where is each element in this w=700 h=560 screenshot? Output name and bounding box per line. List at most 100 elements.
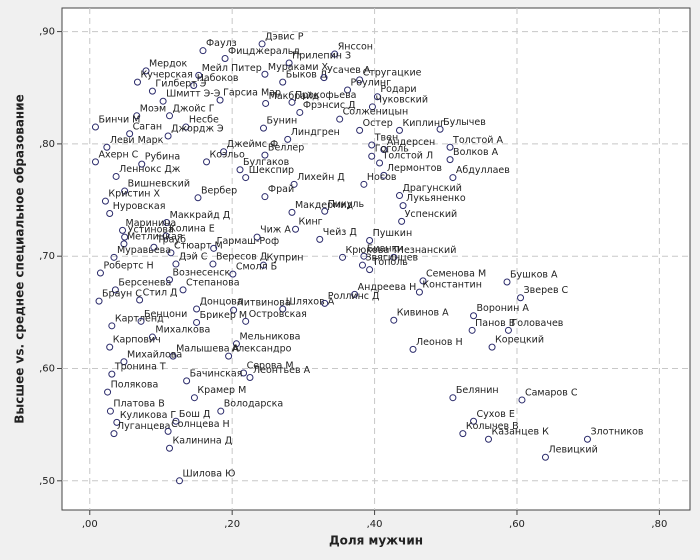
point [316, 235, 324, 243]
point-label: Лихейн Д [297, 172, 345, 183]
point [172, 417, 180, 425]
point-label: Шекспир [249, 165, 294, 176]
point [360, 180, 368, 188]
point-label: Смолл Б [236, 262, 277, 273]
point-label: Мураками Х [268, 62, 329, 73]
x-tick-label: ,00 [82, 519, 98, 530]
point-label: Макдермид [295, 200, 354, 211]
point-label: Серова М [247, 360, 294, 371]
point [583, 435, 591, 443]
point-label: Константин [422, 280, 481, 291]
point-label: Солнцева Н [171, 419, 230, 430]
y-tick-label: ,50 [39, 476, 55, 487]
point [260, 124, 268, 132]
point-label: Твен [374, 133, 398, 144]
point-label: Веллер [268, 143, 304, 154]
point-label: Вишневский [128, 179, 190, 190]
point [110, 253, 118, 261]
point-label: Луганцева [117, 421, 171, 432]
point-label: Андерсен [387, 137, 435, 148]
point [230, 306, 238, 314]
point-label: Муравьева [117, 245, 171, 256]
point-label: Несбе [189, 115, 219, 126]
point-label: Браун С [102, 289, 142, 300]
point [390, 253, 398, 261]
point [368, 103, 376, 111]
x-axis-title: Доля мужчин [329, 534, 423, 548]
point [113, 418, 121, 426]
point-label: Фаулз [206, 38, 237, 49]
point [110, 430, 118, 438]
point [232, 340, 240, 348]
point-label: Михайлова [127, 349, 182, 360]
point [106, 407, 114, 415]
point-label: Вербер [201, 185, 237, 196]
point [126, 130, 134, 138]
point [137, 317, 145, 325]
point-label: Усачев А [327, 65, 371, 76]
point-label: Шляхов А [286, 296, 335, 307]
point-label: Платова В [113, 399, 164, 410]
point [166, 112, 174, 120]
point [108, 322, 116, 330]
point-label: Панов В [475, 318, 515, 329]
point-label: Мейл Питер [202, 63, 262, 74]
point-label: Метлицкая [127, 231, 183, 242]
point-label: Саган [133, 121, 162, 132]
point-label: Бенцони [144, 309, 187, 320]
point-label: Незнанский [397, 245, 457, 256]
point-label: Быков Д [286, 70, 328, 81]
point-label: Сухов Е [477, 409, 515, 420]
point-label: Вересов Д [216, 252, 267, 263]
point [390, 316, 398, 324]
point-label: Михалкова [155, 325, 210, 336]
point-label: Крамер М [197, 385, 246, 396]
point-label: Устинова [128, 225, 174, 236]
y-tick-label: ,60 [39, 363, 55, 374]
point [503, 278, 511, 286]
point-label: Полякова [111, 380, 159, 391]
plot-area [61, 7, 691, 511]
point-label: Ахерн С [98, 149, 138, 160]
point [356, 76, 364, 84]
point-label: Макбрайд [269, 91, 320, 102]
point [358, 261, 366, 269]
point-label: Мельникова [239, 331, 300, 342]
point-label: Роулинг [351, 77, 392, 88]
point [112, 172, 120, 180]
point [190, 394, 198, 402]
y-tick-label: ,70 [39, 251, 55, 262]
point [246, 373, 254, 381]
point-label: Малышева А [176, 344, 240, 355]
point-label: Дэвис Р [265, 31, 304, 42]
point [292, 225, 300, 233]
point [193, 318, 201, 326]
point [321, 299, 329, 307]
point [96, 269, 104, 277]
point-label: Солженицын [343, 107, 408, 118]
point-label: Колычев В [466, 421, 519, 432]
point-label: Бачинская [190, 368, 243, 379]
point-label: Корецкий [495, 335, 544, 346]
point [296, 108, 304, 116]
point [101, 197, 109, 205]
point-label: Леви Марк [110, 135, 164, 146]
point [217, 407, 225, 415]
point-label: Карпович [113, 335, 161, 346]
point-label: Крюкова Т [346, 245, 399, 256]
point [398, 217, 406, 225]
point-label: Прилепин З [292, 51, 351, 62]
point-label: Фрай [268, 184, 294, 195]
point [279, 78, 287, 86]
point [260, 261, 268, 269]
point [104, 388, 112, 396]
point [203, 158, 211, 166]
point [373, 93, 381, 101]
point [336, 115, 344, 123]
point [91, 158, 99, 166]
point [133, 112, 141, 120]
point [449, 174, 457, 182]
point [419, 277, 427, 285]
point [360, 252, 368, 260]
